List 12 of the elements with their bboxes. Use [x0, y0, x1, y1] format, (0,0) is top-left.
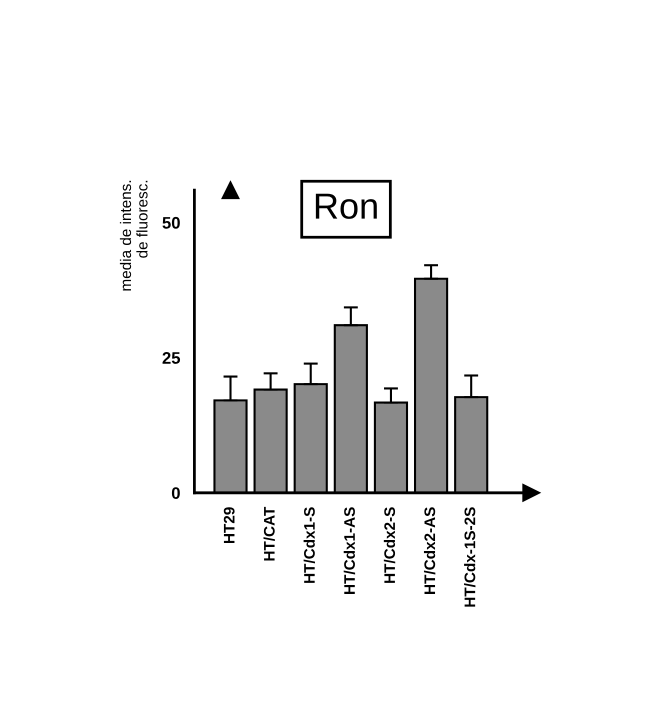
y-tick-label: 50	[162, 216, 180, 229]
x-tick-label: HT/CAT	[263, 506, 275, 561]
y-axis-title: media de intens. de fluoresc.	[120, 180, 148, 291]
y-tick-label: 0	[172, 487, 180, 500]
x-tick-label: HT/Cdx2-AS	[424, 507, 436, 594]
y-tick-label: 25	[162, 352, 180, 364]
x-tick-label: HT/Cdx2-S	[384, 507, 396, 583]
x-tick-label: HT29	[224, 507, 235, 544]
x-tick-label: HT/Cdx1-AS	[344, 507, 356, 594]
x-tick-label: HT/Cdx-1S-2S	[464, 507, 476, 607]
chart-title: Ron	[316, 194, 377, 219]
x-tick-label: HT/Cdx1-S	[304, 507, 315, 583]
